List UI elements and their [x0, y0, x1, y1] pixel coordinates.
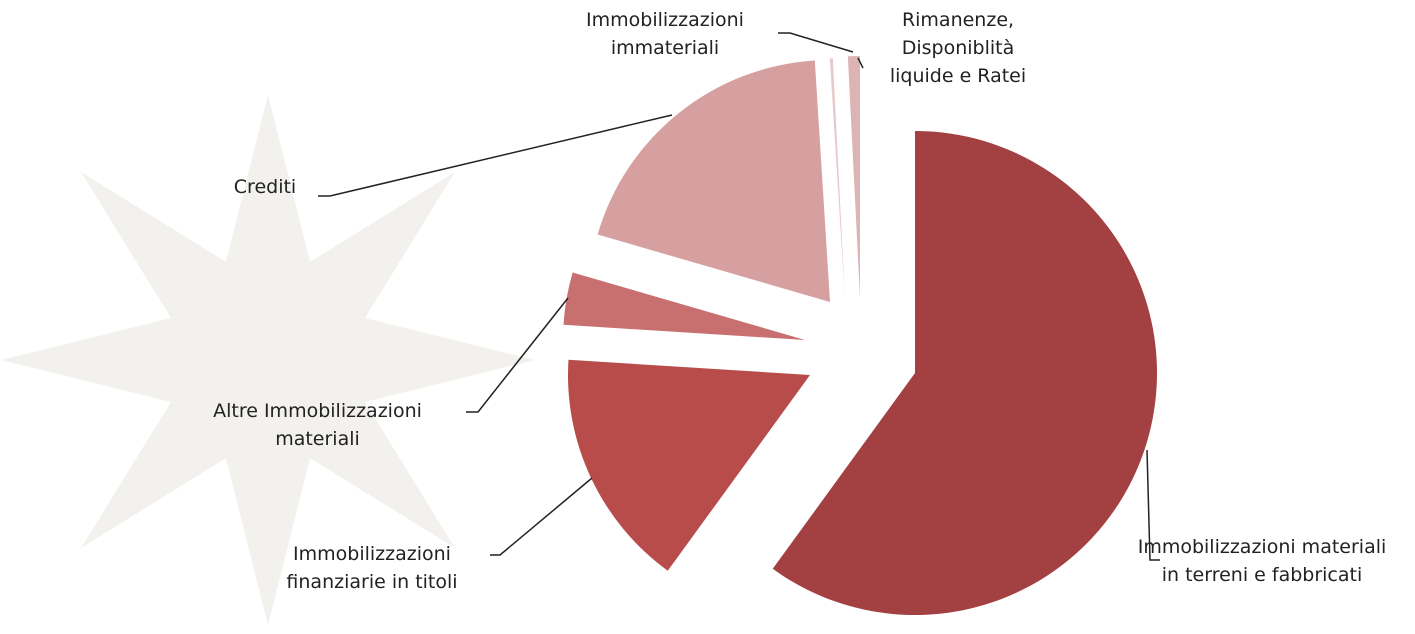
leader-line: [318, 114, 673, 197]
pie-slice: [772, 131, 1158, 616]
leader-line: [857, 57, 864, 69]
slice-label: Immobilizzazioni materiali in terreni e …: [1137, 536, 1387, 586]
leader-line: [466, 297, 569, 413]
leader-line: [778, 32, 854, 53]
leader-line: [1146, 449, 1160, 561]
slice-label: Immobilizzazioni finanziarie in titoli: [286, 543, 458, 593]
leader-lines: [318, 32, 1160, 561]
slice-label: Altre Immobilizzazioni materiali: [213, 400, 422, 450]
pie-slice: [563, 272, 805, 340]
slice-label: Immobilizzazioni immateriali: [586, 9, 744, 59]
star-decoration: [1, 95, 535, 625]
slice-label: Rimanenze, Disponiblità liquide e Ratei: [889, 9, 1027, 87]
pie-slice: [829, 58, 845, 300]
slice-label: Crediti: [233, 176, 297, 198]
pie-slice: [847, 56, 860, 298]
leader-line: [490, 477, 593, 556]
pie-slice: [597, 60, 830, 302]
pie: [563, 56, 1158, 616]
pie-slice: [568, 359, 810, 571]
